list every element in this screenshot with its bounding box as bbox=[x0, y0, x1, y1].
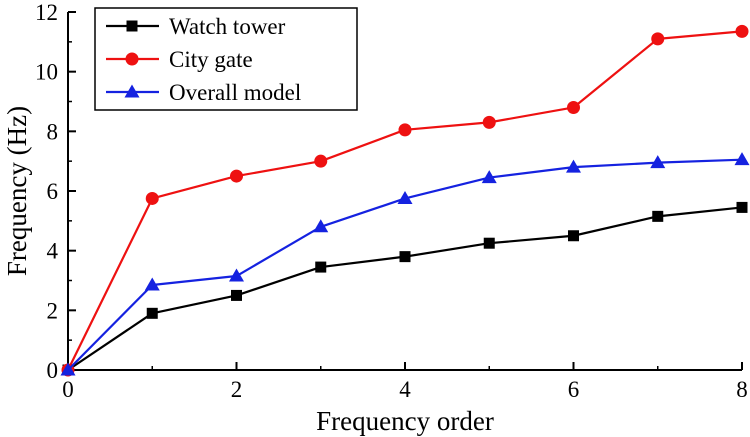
y-tick-label: 4 bbox=[47, 239, 59, 264]
y-tick-label: 2 bbox=[47, 298, 59, 323]
x-tick-label: 6 bbox=[568, 377, 580, 402]
series-marker-overall-model bbox=[60, 362, 76, 376]
y-tick-label: 0 bbox=[47, 358, 59, 383]
series-marker-watch-tower bbox=[315, 261, 327, 273]
series-marker-overall-model bbox=[734, 152, 750, 166]
series-marker-city-gate bbox=[651, 32, 665, 46]
series-marker-watch-tower bbox=[736, 201, 748, 213]
series-marker-watch-tower bbox=[146, 307, 158, 319]
y-tick-label: 6 bbox=[47, 179, 59, 204]
plot-area: 0 2 4 6 8 0 2 4 6 8 10 12 Watch tower City gate Overal… bbox=[35, 0, 750, 402]
x-tick-label: 4 bbox=[399, 377, 411, 402]
legend-entry-overall-model: Overall model bbox=[106, 80, 301, 105]
series-marker-overall-model bbox=[313, 219, 329, 233]
series-marker-watch-tower bbox=[231, 289, 242, 301]
series-marker-watch-tower bbox=[652, 210, 664, 222]
series-marker-watch-tower bbox=[568, 230, 579, 242]
series-marker-overall-model bbox=[144, 277, 160, 291]
legend-entry-watch-tower: Watch tower bbox=[106, 14, 286, 39]
y-tick-label: 8 bbox=[47, 119, 59, 144]
series-marker-overall-model bbox=[397, 190, 413, 204]
x-tick-label: 0 bbox=[62, 377, 74, 402]
legend-label-watch-tower: Watch tower bbox=[169, 14, 286, 39]
legend-marker-watch-tower bbox=[126, 20, 138, 32]
series-marker-city-gate bbox=[145, 191, 159, 205]
legend-marker-city-gate bbox=[125, 52, 139, 66]
series-line-watch-tower bbox=[67, 206, 743, 371]
series-marker-watch-tower bbox=[399, 251, 411, 263]
series-marker-overall-model bbox=[566, 159, 581, 173]
x-axis-title: Frequency order bbox=[316, 406, 494, 436]
x-tick-label: 8 bbox=[736, 377, 748, 402]
series-marker-overall-model bbox=[229, 268, 244, 282]
legend-entry-city-gate: City gate bbox=[106, 47, 253, 72]
series-marker-city-gate bbox=[735, 24, 749, 38]
x-tick-label: 2 bbox=[231, 377, 243, 402]
series-marker-overall-model bbox=[650, 155, 666, 169]
series-marker-city-gate bbox=[482, 115, 496, 129]
legend-marker-overall-model bbox=[124, 84, 140, 98]
y-tick-label: 10 bbox=[35, 60, 58, 85]
series-marker-city-gate bbox=[230, 169, 243, 183]
series-marker-overall-model bbox=[481, 170, 497, 184]
series-marker-city-gate bbox=[314, 154, 328, 168]
y-tick-label: 12 bbox=[35, 0, 58, 25]
series-marker-city-gate bbox=[567, 100, 580, 114]
series-marker-city-gate bbox=[398, 123, 412, 137]
series-marker-watch-tower bbox=[483, 237, 495, 249]
legend-label-city-gate: City gate bbox=[169, 47, 253, 72]
legend-label-overall-model: Overall model bbox=[169, 80, 301, 105]
y-axis-title: Frequency (Hz) bbox=[2, 106, 32, 276]
